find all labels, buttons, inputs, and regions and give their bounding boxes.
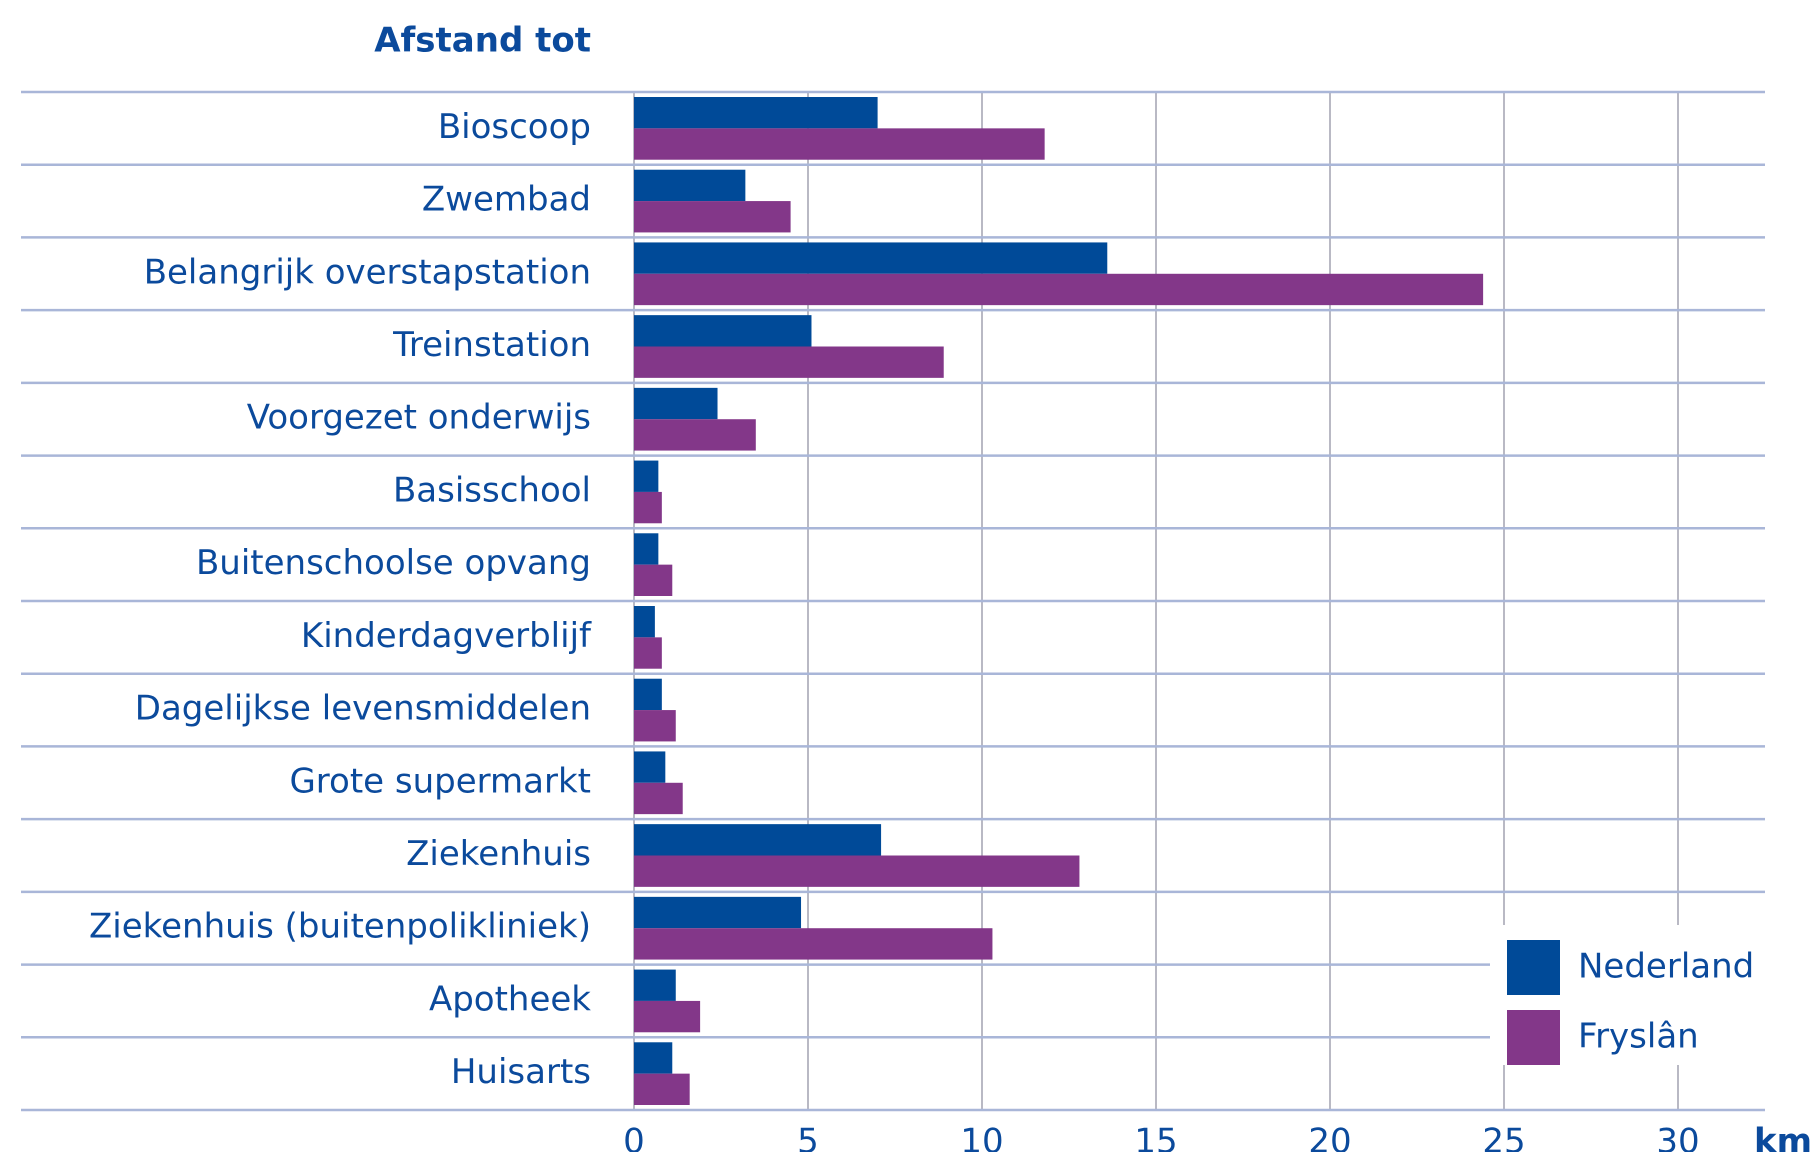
y-tick-label: Huisarts [451, 1052, 591, 1092]
bar [634, 346, 944, 378]
bar [634, 564, 673, 596]
bar [634, 1000, 701, 1033]
x-tick-label: 15 [1134, 1122, 1177, 1152]
legend-swatch [1507, 940, 1560, 995]
y-tick-label: Zwembad [422, 180, 591, 220]
bar [634, 824, 882, 856]
bar [634, 201, 791, 233]
x-tick-label: 10 [960, 1122, 1003, 1152]
y-tick-label: Apotheek [429, 979, 591, 1019]
bar [634, 273, 1484, 306]
bar [634, 896, 802, 929]
bar [634, 491, 662, 524]
bar [634, 1073, 690, 1105]
bar [634, 710, 676, 742]
bar [634, 169, 746, 202]
bar [634, 637, 662, 669]
y-tick-label: Belangrijk overstapstation [144, 252, 591, 292]
bar [634, 678, 662, 711]
x-tick-label: 5 [797, 1122, 819, 1152]
x-axis-label: km [1754, 1122, 1812, 1152]
x-tick-label: 30 [1656, 1122, 1699, 1152]
bar [634, 315, 812, 347]
bar [634, 533, 659, 565]
bar [634, 855, 1080, 887]
bar [634, 782, 683, 815]
legend-label: Fryslân [1578, 1017, 1699, 1057]
y-tick-label: Kinderdagverblijf [301, 616, 592, 656]
y-tick-label: Bioscoop [438, 107, 591, 147]
y-tick-label: Treinstation [392, 325, 591, 365]
bar [634, 460, 659, 492]
x-tick-label: 0 [623, 1122, 645, 1152]
y-tick-label: Ziekenhuis [406, 834, 591, 874]
y-tick-label: Dagelijkse levensmiddelen [135, 689, 591, 729]
bar [634, 928, 993, 960]
bar [634, 606, 655, 638]
y-tick-label: Grote supermarkt [289, 761, 591, 801]
x-tick-label: 25 [1482, 1122, 1525, 1152]
bar [634, 242, 1108, 274]
y-tick-label: Voorgezet onderwijs [247, 398, 591, 438]
bar [634, 969, 676, 1001]
bar [634, 1042, 673, 1074]
bar [634, 128, 1045, 160]
bar [634, 387, 718, 420]
legend-swatch [1507, 1010, 1560, 1065]
y-tick-label: Basisschool [393, 470, 591, 510]
y-tick-label: Buitenschoolse opvang [196, 543, 591, 583]
y-tick-label: Ziekenhuis (buitenpolikliniek) [89, 907, 591, 947]
legend-label: Nederland [1578, 947, 1754, 987]
bar [634, 751, 666, 783]
x-tick-label: 20 [1308, 1122, 1351, 1152]
chart-title: Afstand tot [374, 21, 591, 61]
bar [634, 97, 878, 129]
bar [634, 419, 756, 451]
